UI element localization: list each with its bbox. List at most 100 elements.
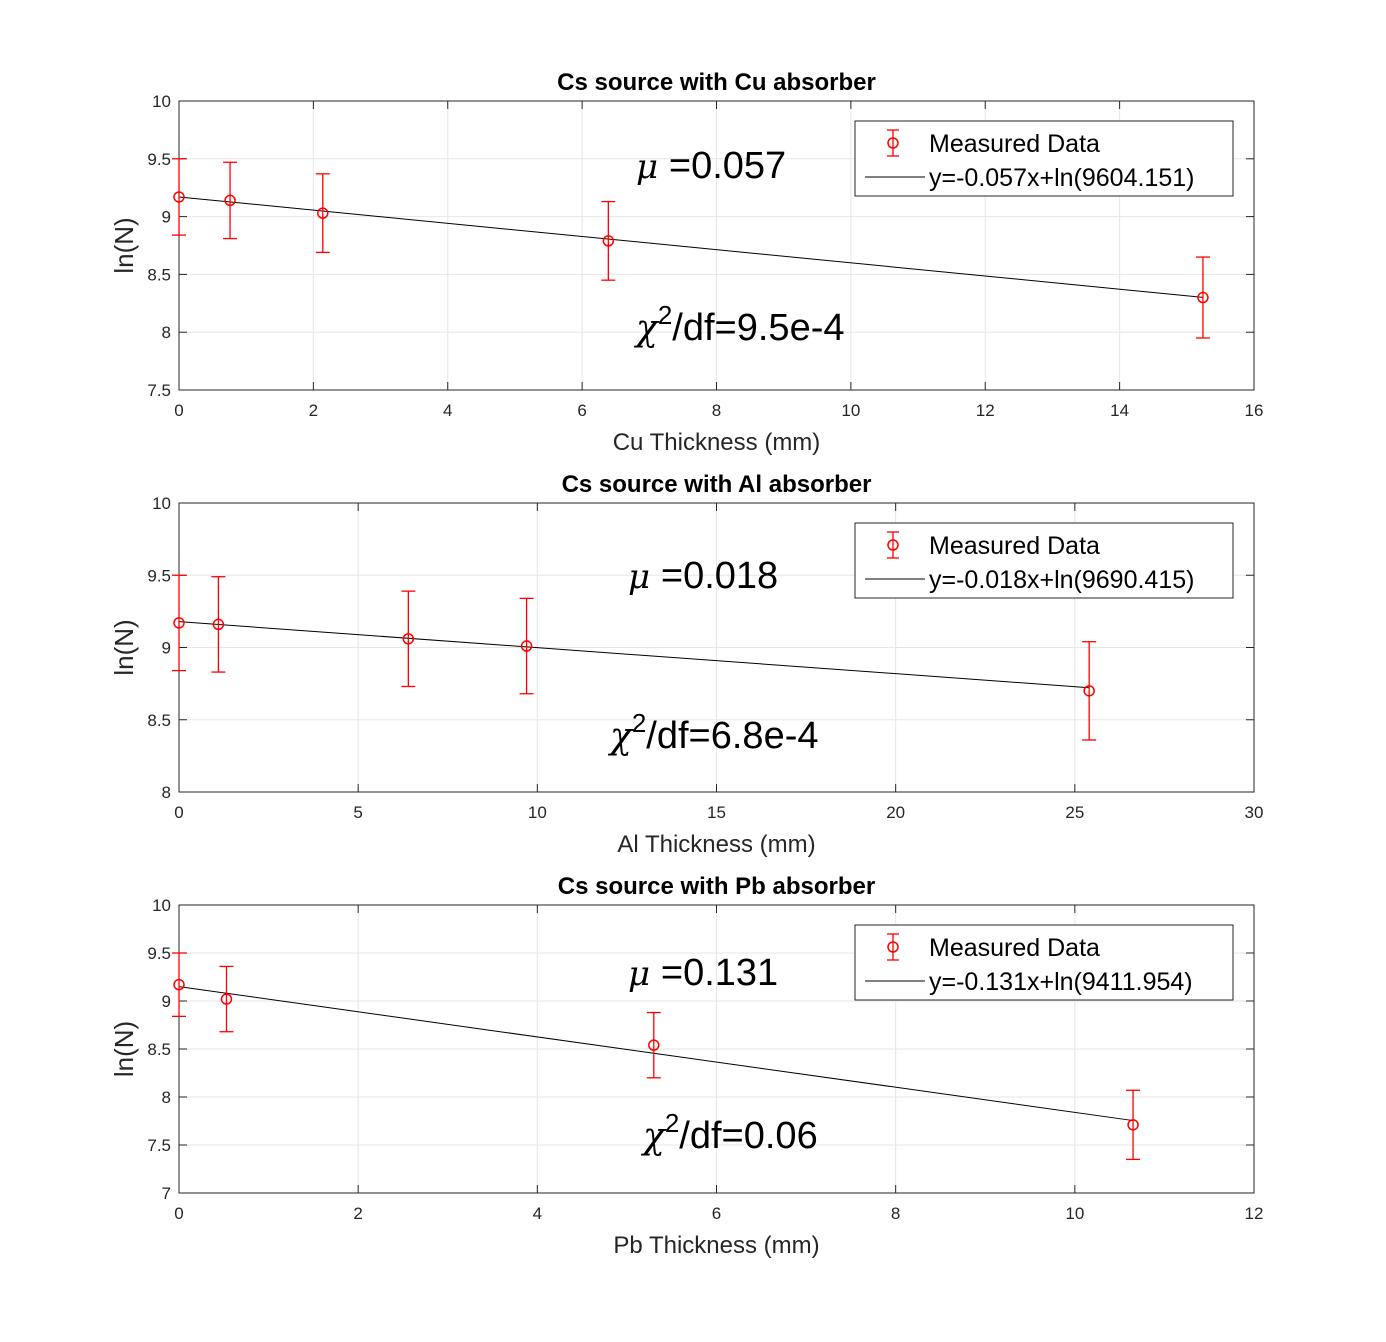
mu-annotation: μ =0.057 — [636, 145, 786, 187]
x-tick-label: 30 — [1245, 803, 1264, 822]
data-marker — [224, 194, 236, 207]
chart-title: Cs source with Al absorber — [562, 471, 872, 498]
x-tick-label: 0 — [174, 1204, 183, 1223]
legend-box — [854, 522, 1234, 599]
y-tick-label: 8.5 — [147, 1040, 171, 1059]
x-axis-label: Pb Thickness (mm) — [613, 1232, 819, 1259]
subplot-2: 0 5 10 15 20 25 30 8 8.5 9 9.5 10 Cs source with Al … — [109, 471, 1263, 858]
x-tick-label: 25 — [1065, 803, 1084, 822]
chi2-annotation: χ2/df=6.8e-4 — [607, 708, 818, 757]
chi2-annotation: χ2/df=9.5e-4 — [633, 300, 844, 349]
data-marker — [173, 978, 185, 991]
data-marker — [602, 235, 615, 247]
y-tick-label: 8 — [162, 323, 171, 342]
fit-line — [178, 986, 1134, 1122]
data-point — [219, 965, 234, 1033]
data-marker — [1127, 1119, 1139, 1131]
x-tick-label: 12 — [976, 401, 995, 420]
x-tick-label: 15 — [707, 803, 726, 822]
legend-label-data: Measured Data — [929, 934, 1100, 962]
y-tick-label: 9 — [162, 208, 171, 227]
legend-label-data: Measured Data — [929, 532, 1100, 560]
fit-line — [178, 196, 1203, 298]
y-tick-label: 9 — [162, 992, 171, 1011]
data-point — [1195, 256, 1210, 339]
x-tick-label: 0 — [174, 803, 183, 822]
data-marker — [1083, 685, 1095, 697]
data-point — [646, 1011, 661, 1079]
data-marker — [402, 633, 415, 645]
data-marker — [648, 1039, 660, 1051]
legend-label-fit: y=-0.018x+ln(9690.415) — [929, 566, 1194, 594]
y-tick-label: 9.5 — [147, 566, 171, 585]
x-tick-label: 20 — [886, 803, 905, 822]
y-tick-label: 8 — [162, 1088, 171, 1107]
data-marker — [173, 617, 185, 629]
y-tick-label: 10 — [152, 92, 171, 111]
y-tick-label: 10 — [152, 494, 171, 513]
y-axis-label: ln(N) — [109, 619, 139, 675]
x-tick-label: 6 — [712, 1204, 721, 1223]
x-tick-label: 4 — [443, 401, 452, 420]
chart-title: Cs source with Cu absorber — [557, 69, 876, 96]
legend-label-fit: y=-0.057x+ln(9604.151) — [929, 164, 1194, 192]
y-tick-label: 7.5 — [147, 381, 171, 400]
x-tick-label: 10 — [528, 803, 547, 822]
data-marker — [317, 207, 329, 219]
x-tick-label: 10 — [1065, 1204, 1084, 1223]
legend-box — [854, 924, 1234, 1001]
data-marker — [173, 191, 185, 203]
data-point — [601, 200, 616, 281]
data-point — [223, 161, 238, 240]
mu-annotation: μ =0.131 — [628, 952, 778, 994]
y-tick-label: 8 — [162, 783, 171, 802]
axes-box — [178, 904, 1255, 1194]
data-point — [315, 173, 330, 254]
data-point — [172, 158, 186, 236]
x-axis-label: Cu Thickness (mm) — [613, 429, 821, 456]
x-tick-label: 8 — [712, 401, 721, 420]
legend-box — [854, 120, 1234, 197]
y-tick-label: 7.5 — [147, 1136, 171, 1155]
legend-marker-icon — [887, 539, 899, 551]
y-axis-label: ln(N) — [109, 217, 139, 273]
axes-box — [178, 100, 1255, 391]
x-tick-label: 2 — [309, 401, 318, 420]
y-axis-label: ln(N) — [109, 1021, 139, 1077]
x-tick-label: 12 — [1245, 1204, 1264, 1223]
legend: Measured Data y=-0.131x+ln(9411.954) — [854, 924, 1234, 1001]
y-tick-label: 9.5 — [147, 150, 171, 169]
y-tick-label: 8.5 — [147, 265, 171, 284]
data-marker — [520, 640, 533, 652]
chart-title: Cs source with Pb absorber — [558, 873, 875, 900]
legend: Measured Data y=-0.018x+ln(9690.415) — [854, 522, 1234, 599]
x-tick-label: 6 — [577, 401, 586, 420]
data-point — [1126, 1089, 1141, 1161]
data-point — [401, 590, 416, 688]
subplot-3: 0 2 4 6 8 10 12 7 7.5 8 8.5 9 9.5 10 Cs source with Pb… — [109, 873, 1263, 1259]
data-point — [211, 576, 226, 673]
x-tick-label: 4 — [533, 1204, 542, 1223]
x-tick-label: 14 — [1110, 401, 1129, 420]
legend-marker-icon — [887, 941, 899, 953]
y-tick-label: 10 — [152, 896, 171, 915]
mu-annotation: μ =0.018 — [628, 555, 778, 597]
legend-marker-icon — [887, 137, 899, 149]
x-tick-label: 16 — [1245, 401, 1264, 420]
x-axis-label: Al Thickness (mm) — [617, 831, 815, 858]
y-tick-label: 9.5 — [147, 944, 171, 963]
chi2-annotation: χ2/df=0.06 — [640, 1108, 818, 1157]
y-tick-label: 8.5 — [147, 711, 171, 730]
legend-label-data: Measured Data — [929, 130, 1100, 158]
legend-label-fit: y=-0.131x+ln(9411.954) — [929, 968, 1193, 996]
x-tick-label: 8 — [891, 1204, 900, 1223]
x-tick-label: 5 — [353, 803, 362, 822]
data-point — [172, 574, 186, 672]
y-tick-label: 9 — [162, 639, 171, 658]
data-point — [1082, 641, 1097, 741]
data-marker — [212, 618, 225, 631]
x-tick-label: 10 — [841, 401, 860, 420]
data-marker — [220, 993, 233, 1005]
data-point — [519, 597, 534, 695]
data-point — [172, 952, 186, 1018]
